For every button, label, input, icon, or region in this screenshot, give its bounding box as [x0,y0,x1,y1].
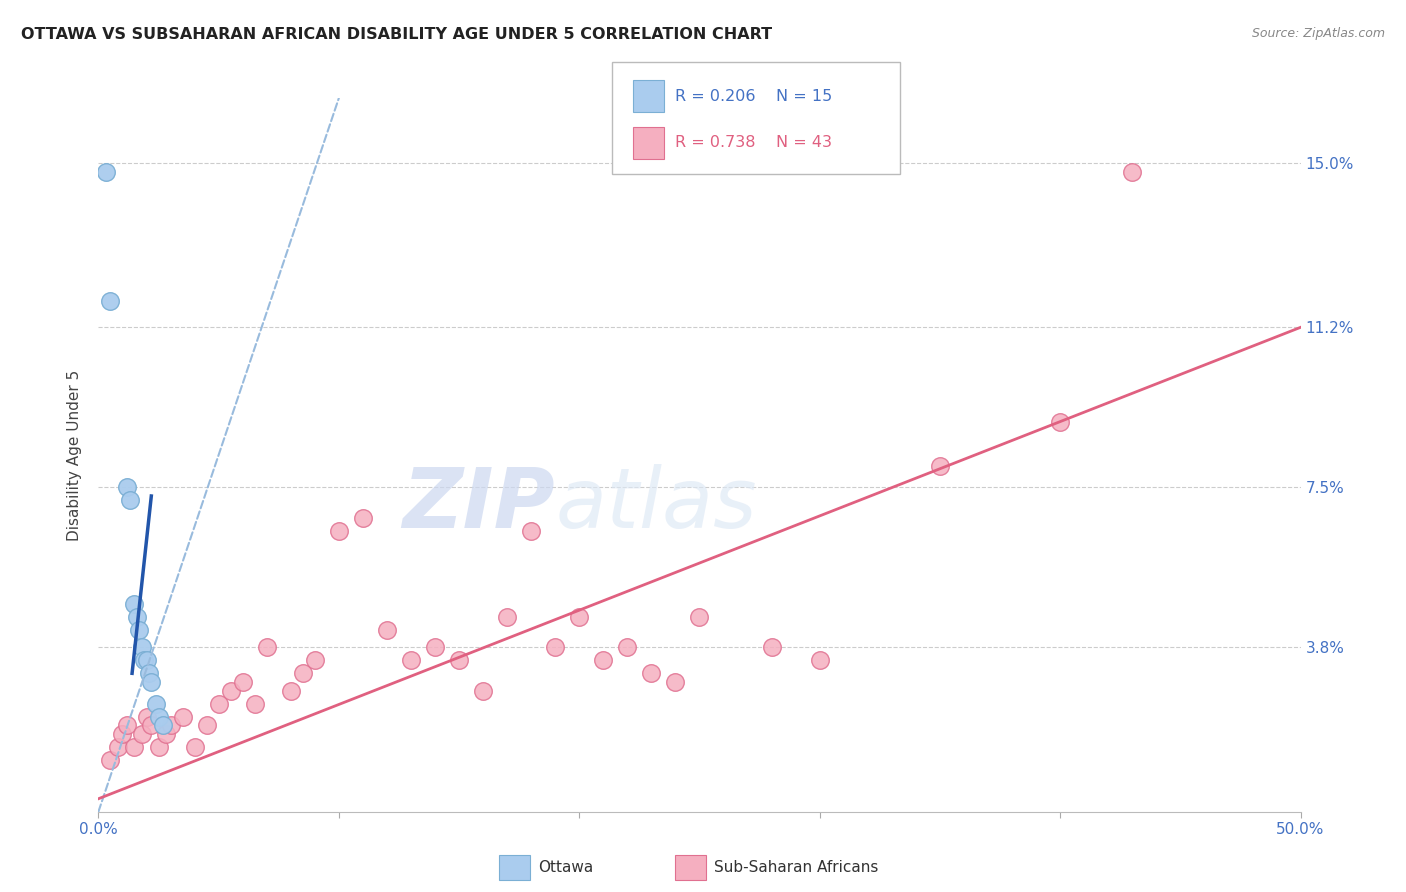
Point [135,709,157,723]
Point [689,610,711,624]
Point [94,164,117,178]
Point [1121,164,1143,178]
Point [328,524,350,538]
Point [117,718,139,732]
Point [128,623,150,637]
Point [131,727,153,741]
Point [256,640,278,655]
Point [352,510,374,524]
Point [761,640,783,655]
Point [138,666,160,681]
Point [640,666,662,681]
Point [592,653,614,667]
Point [159,718,181,732]
Point [544,640,567,655]
Point [183,739,205,754]
Text: atlas: atlas [555,465,756,545]
Point [117,480,139,494]
Point [100,294,122,309]
Point [131,640,153,655]
Point [118,493,141,508]
Point [148,739,170,754]
Point [232,675,254,690]
Text: Ottawa: Ottawa [538,860,593,874]
Text: R = 0.738    N = 43: R = 0.738 N = 43 [675,136,832,150]
Point [132,653,155,667]
Point [145,697,167,711]
Point [304,653,326,667]
Point [124,739,146,754]
Text: OTTAWA VS SUBSAHARAN AFRICAN DISABILITY AGE UNDER 5 CORRELATION CHART: OTTAWA VS SUBSAHARAN AFRICAN DISABILITY … [21,27,772,42]
Point [195,718,218,732]
Point [447,653,470,667]
Point [568,610,591,624]
Point [423,640,446,655]
Text: Source: ZipAtlas.com: Source: ZipAtlas.com [1251,27,1385,40]
Point [155,727,177,741]
Point [141,675,163,690]
Point [496,610,519,624]
Point [520,524,543,538]
Point [280,683,302,698]
Point [375,623,398,637]
Point [243,697,266,711]
Point [664,675,686,690]
Point [124,597,146,611]
Point [100,753,122,767]
Point [141,718,163,732]
Point [472,683,495,698]
Point [291,666,314,681]
Point [208,697,231,711]
Point [172,709,194,723]
Point [107,739,129,754]
Text: ZIP: ZIP [402,465,555,545]
Point [152,718,174,732]
Text: Sub-Saharan Africans: Sub-Saharan Africans [714,860,879,874]
Point [1049,416,1071,430]
Point [808,653,831,667]
Point [148,709,170,723]
Point [219,683,242,698]
Point [135,653,157,667]
Point [616,640,638,655]
Point [111,727,134,741]
Y-axis label: Disability Age Under 5: Disability Age Under 5 [67,369,83,541]
Text: R = 0.206    N = 15: R = 0.206 N = 15 [675,89,832,103]
Point [399,653,422,667]
Point [125,610,148,624]
Point [928,458,950,473]
